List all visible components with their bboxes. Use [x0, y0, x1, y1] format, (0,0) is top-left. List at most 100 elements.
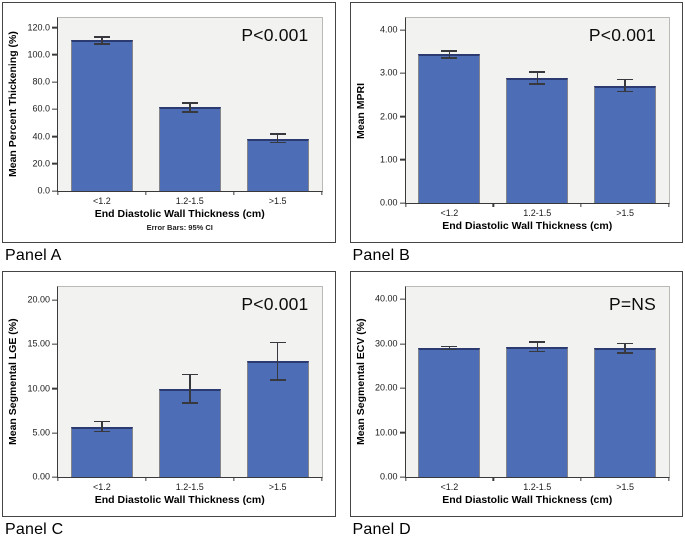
error-bar-line [448, 345, 451, 351]
error-bar-line [536, 341, 538, 353]
y-tick-label: 0.00 [379, 197, 398, 208]
bar->1.5 [246, 361, 309, 477]
chart-panel-a: Mean Percent Thickening (%) 0.0 20.0 40.0 60… [2, 2, 336, 243]
error-bar-line [624, 342, 626, 354]
y-tick-mark [52, 432, 57, 434]
error-bar-cap-bottom [617, 352, 634, 354]
error-bar [181, 373, 198, 404]
y-tick-mark [399, 115, 405, 118]
y-tick-mark [52, 108, 57, 110]
p-value-annotation: P<0.001 [241, 25, 309, 45]
x-tick-mark [233, 477, 235, 481]
y-tick-label: 80.0 [32, 76, 50, 87]
y-tick-mark [399, 298, 405, 301]
error-bar-line [276, 133, 279, 144]
x-tick-label: <1.2 [440, 208, 459, 218]
p-value-annotation: P<0.001 [241, 294, 309, 314]
error-bar [617, 78, 634, 93]
error-bar-line [189, 102, 191, 113]
error-bar-line [276, 341, 279, 381]
y-tick-label: 3.00 [379, 67, 398, 78]
bar-<1.2 [70, 40, 133, 191]
y-tick-mark [52, 299, 57, 301]
error-bar-cap-top [93, 36, 110, 38]
error-bar [441, 50, 458, 59]
error-bar-line [448, 50, 451, 59]
chart-panel-d: Mean Segmental ECV (%) 0.00 10.00 20.00 30.0… [349, 271, 683, 517]
x-tick-label: 1.2-1.5 [523, 208, 552, 218]
y-tick-mark [52, 54, 57, 56]
error-bar-cap-bottom [441, 57, 458, 59]
error-bar-cap-bottom [181, 111, 198, 113]
plot-area: Mean Segmental LGE (%) 0.00 5.00 10.00 15.00… [7, 286, 323, 505]
y-tick-mark [399, 159, 405, 161]
error-bar [529, 341, 546, 353]
error-bar-cap-top [617, 78, 634, 81]
error-bar [181, 102, 198, 113]
error-bar [93, 420, 110, 433]
x-tick-mark [404, 477, 407, 481]
y-tick-label: 60.0 [32, 103, 50, 114]
y-tick-label: 1.00 [379, 154, 398, 165]
x-axis-title: End Diastolic Wall Thickness (cm) [94, 208, 265, 220]
x-tick-mark [320, 477, 323, 481]
x-tick-mark [492, 477, 494, 481]
y-tick-mark [52, 135, 57, 138]
y-tick-mark [399, 387, 405, 389]
error-bar-cap-bottom [181, 402, 198, 404]
y-tick-label: 4.00 [379, 24, 398, 35]
panel-a-caption: Panel A [5, 247, 62, 264]
x-tick-label: >1.5 [268, 196, 287, 206]
y-tick-label: 20.00 [374, 382, 398, 393]
x-tick-mark [668, 203, 670, 207]
y-axis-title: Mean Percent Thickening (%) [7, 31, 19, 178]
error-bar-line [624, 78, 626, 93]
error-bar-cap-top [269, 341, 286, 344]
y-tick-label: 20.0 [32, 158, 50, 169]
x-tick-label: <1.2 [440, 482, 459, 492]
p-value-annotation: P=NS [608, 294, 656, 314]
plot-area: Mean Segmental ECV (%) 0.00 10.00 20.00 30.0… [355, 286, 670, 505]
y-tick-mark [399, 476, 405, 478]
x-tick-label: >1.5 [616, 482, 634, 492]
x-tick-mark [233, 191, 235, 195]
plot-area: Mean Percent Thickening (%) 0.0 20.0 40.0 60… [7, 17, 323, 231]
y-tick-mark [52, 26, 57, 29]
x-tick-label: <1.2 [93, 482, 111, 492]
error-bar-cap-top [181, 373, 198, 376]
x-axis-title: End Diastolic Wall Thickness (cm) [94, 494, 265, 506]
x-axis-title: End Diastolic Wall Thickness (cm) [442, 220, 613, 232]
error-bar-cap-top [441, 345, 458, 348]
y-axis-title: Mean Segmental ECV (%) [354, 318, 367, 446]
bar-<1.2 [70, 426, 133, 477]
y-tick-label: 10.00 [374, 427, 398, 438]
y-tick-mark [399, 343, 405, 345]
x-tick-label: >1.5 [616, 208, 634, 218]
error-bar-cap-bottom [441, 348, 458, 351]
error-bars-footnote: Error Bars: 95% CI [146, 223, 213, 232]
error-bar-cap-bottom [269, 141, 286, 144]
x-axis-title: End Diastolic Wall Thickness (cm) [442, 494, 613, 506]
bar-<1.2 [418, 347, 481, 477]
panel-c-caption: Panel C [5, 521, 64, 538]
y-tick-mark [52, 163, 57, 165]
error-bar [269, 133, 286, 144]
y-tick-label: 100.0 [27, 49, 50, 60]
y-tick-label: 0.00 [32, 471, 50, 482]
y-tick-label: 5.00 [32, 427, 50, 438]
y-tick-label: 0.0 [37, 185, 50, 196]
error-bar-line [101, 36, 103, 45]
plot-area: Mean MPRI 0.00 1.00 2.00 3.00 4.00 <1.2 1.2-1.5… [355, 17, 670, 231]
error-bar-line [189, 373, 191, 404]
y-tick-mark [399, 72, 405, 74]
error-bar-cap-bottom [529, 350, 546, 353]
y-tick-label: 2.00 [379, 111, 398, 122]
y-tick-label: 40.0 [32, 131, 50, 142]
y-axis-title: Mean Segmental LGE (%) [7, 318, 19, 446]
error-bar-cap-top [617, 342, 634, 345]
x-tick-mark [57, 477, 59, 481]
error-bar-cap-bottom [617, 90, 634, 93]
error-bar [617, 342, 634, 354]
bar->1.5 [246, 138, 309, 191]
